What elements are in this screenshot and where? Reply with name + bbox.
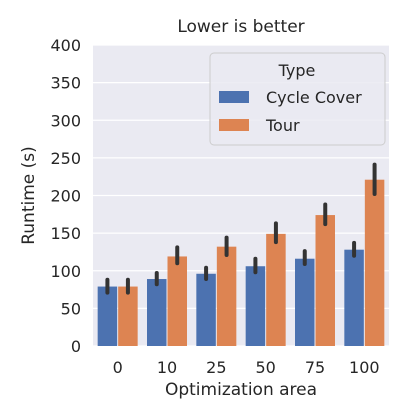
bar-tour <box>216 246 237 346</box>
bar-cycle-cover <box>97 286 118 346</box>
y-tick-label: 50 <box>61 299 81 318</box>
y-tick-label: 300 <box>50 111 81 130</box>
bar-tour <box>118 286 138 346</box>
x-tick-label: 100 <box>349 358 380 377</box>
x-tick-label: 10 <box>157 358 177 377</box>
x-tick-label: 75 <box>305 358 325 377</box>
legend-swatch <box>219 119 249 131</box>
y-tick-label: 200 <box>50 187 81 206</box>
y-tick-label: 150 <box>50 224 81 243</box>
bar-cycle-cover <box>245 266 266 346</box>
y-tick-label: 100 <box>50 262 81 281</box>
legend-title: Type <box>278 61 316 80</box>
chart-title: Lower is better <box>177 17 304 37</box>
bar-cycle-cover <box>295 258 315 346</box>
bar-cycle-cover <box>147 279 167 346</box>
y-tick-label: 0 <box>71 337 81 356</box>
y-tick-label: 250 <box>50 149 81 168</box>
y-axis-label: Runtime (s) <box>19 146 39 245</box>
bar-tour <box>167 256 187 346</box>
y-tick-labels: 0 50 100 150 200 250 300 350 400 <box>50 36 81 356</box>
x-axis-label: Optimization area <box>165 380 317 400</box>
legend: Type Cycle Cover Tour <box>209 52 386 146</box>
bar-tour <box>315 215 335 346</box>
y-tick-label: 350 <box>50 74 81 93</box>
x-tick-label: 50 <box>255 358 275 377</box>
bar-cycle-cover <box>344 249 364 346</box>
bar-tour <box>364 179 385 346</box>
y-tick-label: 400 <box>50 36 81 55</box>
legend-label: Tour <box>265 116 300 135</box>
legend-items: Cycle Cover Tour <box>219 88 362 135</box>
bars-group <box>97 179 385 346</box>
legend-label: Cycle Cover <box>266 88 362 107</box>
bar-cycle-cover <box>196 273 216 346</box>
x-tick-label: 25 <box>206 358 226 377</box>
error-bars-group <box>105 162 377 295</box>
x-tick-labels: 0 10 25 50 75 100 <box>113 358 380 377</box>
bar-tour <box>266 233 286 346</box>
legend-swatch <box>219 91 249 103</box>
x-tick-label: 0 <box>113 358 123 377</box>
legend-box <box>209 52 386 146</box>
